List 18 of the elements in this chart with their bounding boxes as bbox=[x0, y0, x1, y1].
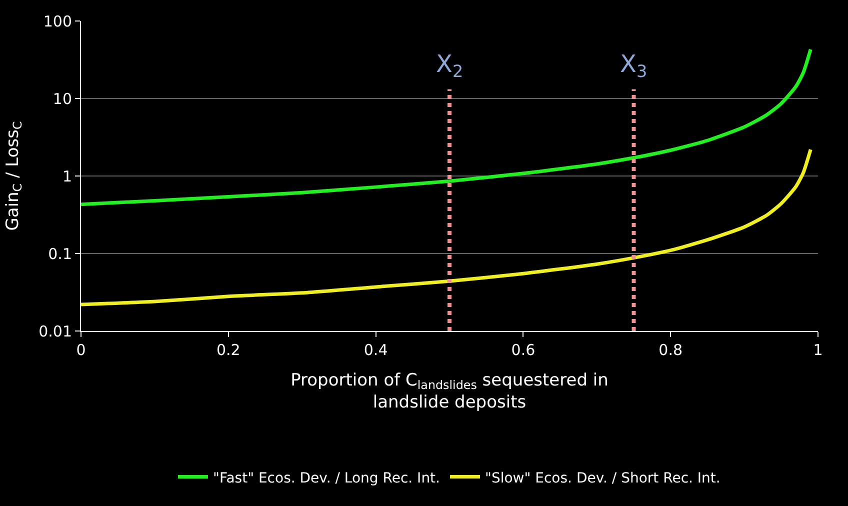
legend-label: "Slow" Ecos. Dev. / Short Rec. Int. bbox=[485, 470, 720, 486]
y-tick-label: 1 bbox=[62, 167, 72, 186]
line-series bbox=[81, 48, 812, 206]
ref-line-label: X$_{3}$ bbox=[620, 50, 648, 82]
ref-line-label: X$_{2}$ bbox=[436, 50, 464, 82]
x-tick-label: 0.6 bbox=[511, 341, 536, 359]
x-tick-label: 1 bbox=[813, 341, 823, 359]
y-tick-label: 0.1 bbox=[48, 244, 72, 263]
line-series bbox=[81, 148, 812, 306]
x-tick-label: 0.2 bbox=[216, 341, 240, 359]
y-tick-label: 0.01 bbox=[38, 322, 72, 340]
legend-label: "Fast" Ecos. Dev. / Long Rec. Int. bbox=[213, 470, 440, 486]
x-tick-label: 0.4 bbox=[364, 341, 388, 359]
y-tick-label: 10 bbox=[52, 90, 72, 108]
x-tick-label: 0 bbox=[76, 341, 86, 359]
x-tick-label: 0.8 bbox=[658, 341, 683, 359]
y-tick-label: 100 bbox=[43, 12, 72, 30]
x-axis-title: Proportion of C$_{landslides}$ sequestered in landslide deposits bbox=[290, 370, 608, 412]
